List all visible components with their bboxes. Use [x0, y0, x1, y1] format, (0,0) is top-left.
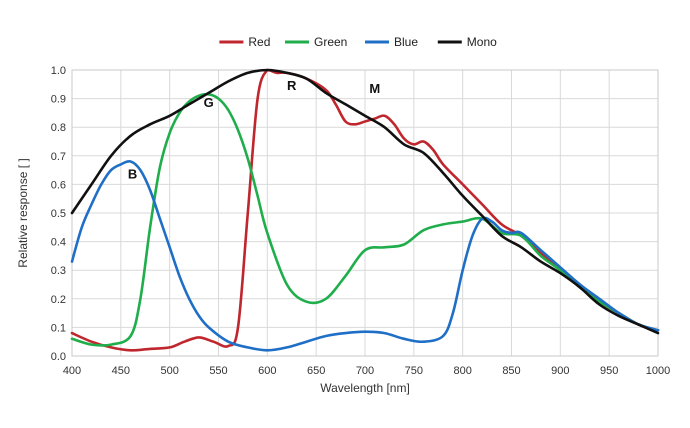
y-tick-labels: 0.0 0.1 0.2 0.3 0.4 0.5 0.6 0.7 0.8 0.9 1.0: [51, 65, 66, 363]
series-group: [70, 68, 660, 352]
x-tick-label: 700: [356, 365, 374, 377]
y-tick-label: 0.8: [51, 122, 66, 134]
curve-annotations: B G R M: [128, 78, 380, 182]
y-tick-label: 0.5: [51, 208, 66, 220]
annotation-r: R: [287, 78, 297, 93]
x-tick-label: 750: [405, 365, 423, 377]
legend: Red Green Blue Mono: [219, 35, 497, 49]
y-tick-label: 0.3: [51, 265, 66, 277]
series-line-blue: [70, 160, 660, 352]
y-tick-label: 0.1: [51, 322, 66, 334]
legend-label-green: Green: [314, 35, 347, 49]
legend-label-mono: Mono: [467, 35, 497, 49]
x-tick-label: 800: [453, 365, 471, 377]
x-tick-label: 850: [502, 365, 520, 377]
x-tick-label: 400: [63, 365, 81, 377]
legend-label-blue: Blue: [394, 35, 418, 49]
x-tick-label: 900: [551, 365, 569, 377]
x-axis-label: Wavelength [nm]: [320, 381, 410, 395]
x-tick-label: 550: [209, 365, 227, 377]
x-tick-label: 650: [307, 365, 325, 377]
y-tick-label: 0.7: [51, 151, 66, 163]
series-line-green: [70, 92, 660, 347]
y-tick-label: 0.4: [51, 237, 66, 249]
x-tick-label: 600: [258, 365, 276, 377]
annotation-g: G: [204, 95, 214, 110]
x-tick-label: 1000: [646, 365, 670, 377]
y-tick-label: 0.6: [51, 179, 66, 191]
y-axis-label: Relative response [ ]: [16, 158, 30, 267]
x-tick-labels: 400 450 500 550 600 650 700 750 800 850 900 950 1000: [63, 365, 670, 377]
legend-label-red: Red: [248, 35, 270, 49]
y-tick-label: 1.0: [51, 65, 66, 77]
y-tick-label: 0.0: [51, 351, 66, 363]
grid: [71, 69, 659, 357]
y-tick-label: 0.2: [51, 294, 66, 306]
x-tick-label: 950: [600, 365, 618, 377]
annotation-m: M: [369, 81, 380, 96]
x-tick-label: 450: [112, 365, 130, 377]
series-line-mono: [70, 68, 660, 335]
y-tick-label: 0.9: [51, 94, 66, 106]
annotation-b: B: [128, 167, 137, 182]
x-tick-label: 500: [160, 365, 178, 377]
